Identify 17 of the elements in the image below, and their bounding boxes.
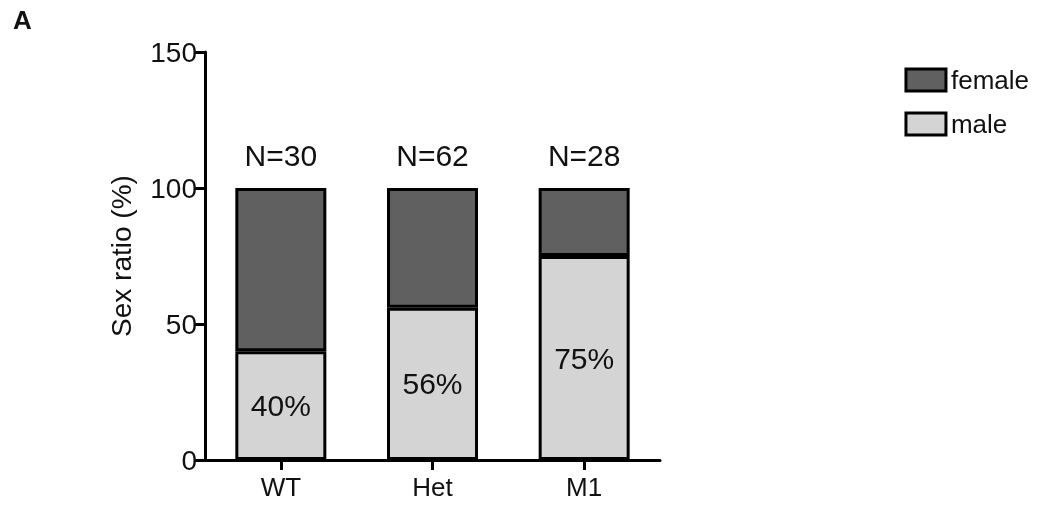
y-axis-title: Sex ratio (%) xyxy=(105,175,137,337)
y-tick-label: 0 xyxy=(181,444,197,476)
data-label: 56% xyxy=(402,367,463,401)
legend-label: male xyxy=(950,109,1008,139)
x-tick-label: WT xyxy=(260,472,302,502)
y-tick-label: 50 xyxy=(165,308,197,340)
legend-label: female xyxy=(950,65,1030,95)
data-label: 40% xyxy=(250,389,311,423)
x-tick-label: M1 xyxy=(566,472,603,502)
y-tick-label: 150 xyxy=(150,36,197,68)
data-label: 75% xyxy=(554,341,615,375)
x-tick-label: Het xyxy=(412,472,454,502)
annotation: N=28 xyxy=(547,138,621,172)
y-tick-label: 100 xyxy=(150,172,197,204)
annotation: N=62 xyxy=(396,138,469,172)
chart-title: A xyxy=(13,5,32,35)
annotation: N=30 xyxy=(244,138,318,172)
